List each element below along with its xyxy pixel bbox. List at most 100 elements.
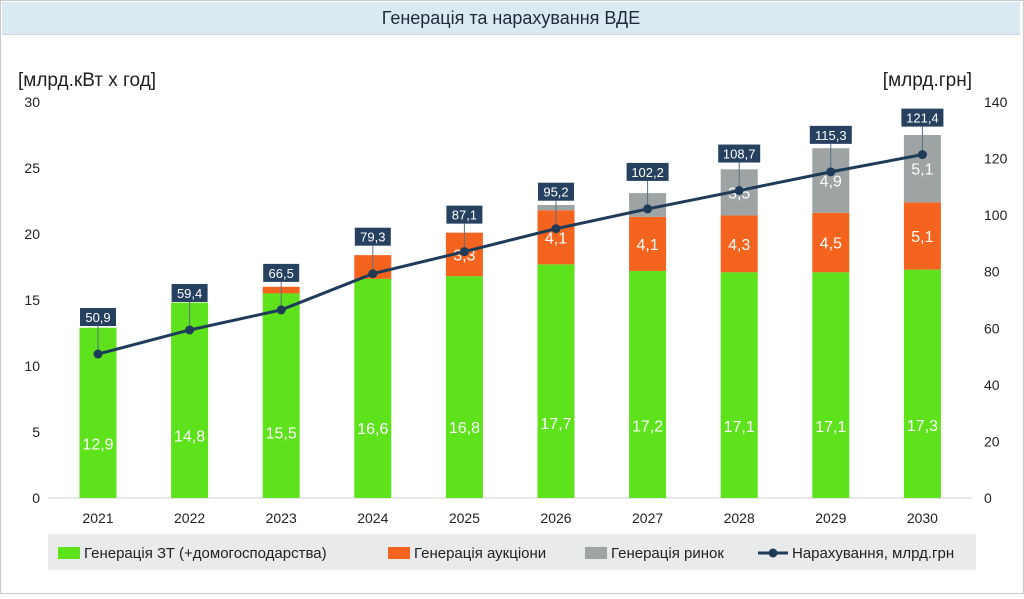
line-label-box — [718, 144, 761, 163]
bar-segment — [262, 293, 300, 498]
line-data-label: 59,4 — [177, 286, 202, 301]
bar-segment — [171, 302, 209, 498]
line-data-label: 102,2 — [631, 165, 664, 180]
right-tick-label: 40 — [984, 377, 1000, 393]
left-tick-label: 25 — [24, 160, 40, 176]
line-label-box — [446, 205, 483, 224]
bar-segment — [537, 264, 575, 498]
line-point — [917, 150, 927, 160]
x-tick-label: 2029 — [815, 510, 846, 526]
bar-data-label: 14,8 — [174, 428, 205, 445]
bar-data-label: 17,1 — [724, 419, 755, 436]
line-data-label: 66,5 — [269, 266, 294, 281]
bar-data-label: 17,7 — [540, 416, 571, 433]
right-axis-label: [млрд.грн] — [883, 70, 972, 91]
bar-data-label: 4,9 — [820, 174, 842, 191]
right-tick-label: 0 — [984, 490, 992, 506]
bar-segment — [445, 276, 483, 498]
line-data-label: 108,7 — [723, 147, 756, 162]
bar-data-label: 5,1 — [911, 229, 933, 246]
chart-area: [млрд.кВт х год] [млрд.грн] 0 5 10 15 20 25 30… — [0, 36, 1024, 594]
right-tick-label: 140 — [984, 94, 1008, 110]
bars: 12,914,815,516,616,83,317,74,117,24,117,… — [79, 135, 941, 498]
right-tick-label: 60 — [984, 320, 1000, 336]
bar-data-label: 12,9 — [82, 437, 113, 454]
legend-bg — [48, 534, 976, 570]
line-label-box — [80, 308, 116, 327]
bar-segment — [354, 278, 392, 498]
line-data-label: 95,2 — [543, 185, 568, 200]
line-point — [826, 167, 836, 177]
legend: Генерація ЗТ (+домогосподарства) Генераці… — [48, 534, 976, 570]
right-tick-label: 80 — [984, 264, 1000, 280]
x-tick-label: 2025 — [449, 510, 480, 526]
legend-swatch — [58, 547, 80, 559]
line-point — [93, 349, 103, 359]
line-series: 50,9 59,4 66,5 79,3 87,1 95,2 102,2 108,7 115,3 1… — [80, 108, 944, 359]
legend-label: Генерація ринок — [611, 545, 724, 562]
legend-line-marker — [768, 548, 778, 558]
chart-svg: [млрд.кВт х год] [млрд.грн] 051015202530… — [18, 70, 1008, 570]
left-tick-label: 15 — [24, 292, 40, 308]
bar-segment — [629, 216, 667, 271]
bar-data-label: 16,8 — [449, 420, 480, 437]
bar-data-label: 4,3 — [728, 237, 750, 254]
legend-swatch — [585, 547, 607, 559]
line-data-label: 79,3 — [360, 230, 385, 245]
line-data-label: 50,9 — [85, 310, 110, 325]
right-tick-label: 120 — [984, 151, 1008, 167]
bar-data-label: 17,3 — [907, 418, 938, 435]
x-tick-label: 2028 — [724, 510, 755, 526]
bar-data-label: 17,1 — [815, 419, 846, 436]
left-tick-label: 30 — [24, 94, 40, 110]
bar-segment — [720, 272, 758, 498]
bar-data-label: 4,1 — [545, 230, 567, 247]
x-tick-label: 2024 — [357, 510, 388, 526]
right-tick-label: 20 — [984, 433, 1000, 449]
chart-title: Генерація та нарахування ВДЕ — [2, 2, 1020, 35]
legend-label: Нарахування, млрд.грн — [792, 545, 954, 562]
line-label-box — [626, 162, 669, 181]
x-tick-label: 2023 — [266, 510, 297, 526]
bar-data-label: 17,2 — [632, 418, 663, 435]
line-path — [97, 153, 923, 356]
left-axis-label: [млрд.кВт х год] — [18, 70, 156, 91]
bar-data-label: 16,6 — [357, 421, 388, 438]
left-tick-label: 0 — [32, 490, 40, 506]
bar-segment — [812, 272, 850, 498]
line-label-box — [354, 227, 391, 246]
left-tick-label: 5 — [32, 424, 40, 440]
bar-segment — [903, 202, 941, 270]
x-tick-label: 2021 — [82, 510, 113, 526]
line-label-box — [171, 283, 208, 302]
line-data-label: 115,3 — [815, 128, 847, 143]
x-tick-label: 2022 — [174, 510, 205, 526]
bar-data-label: 15,5 — [266, 426, 297, 443]
line-label-box — [901, 108, 944, 127]
bar-segment — [629, 270, 667, 498]
x-tick-label: 2030 — [907, 510, 938, 526]
line-label-box — [538, 182, 574, 201]
left-tick-label: 10 — [24, 358, 40, 374]
line-data-label: 121,4 — [906, 111, 939, 126]
line-point — [459, 247, 469, 257]
bar-data-label: 4,5 — [820, 236, 842, 253]
bar-segment — [812, 212, 850, 273]
legend-label: Генерація ЗТ (+домогосподарства) — [84, 545, 327, 562]
left-tick-label: 20 — [24, 226, 40, 242]
bar-segment — [903, 269, 941, 498]
legend-label: Генерація аукціони — [414, 545, 546, 562]
bar-data-label: 5,1 — [911, 162, 933, 179]
x-tick-label: 2026 — [540, 510, 571, 526]
line-point — [185, 325, 195, 335]
legend-swatch — [388, 547, 410, 559]
line-label-box — [263, 263, 300, 282]
line-point — [643, 204, 653, 214]
line-point — [276, 305, 286, 315]
line-point — [551, 224, 561, 234]
line-point — [368, 269, 378, 279]
right-tick-label: 100 — [984, 207, 1008, 223]
line-point — [734, 186, 744, 196]
bar-segment — [720, 215, 758, 273]
